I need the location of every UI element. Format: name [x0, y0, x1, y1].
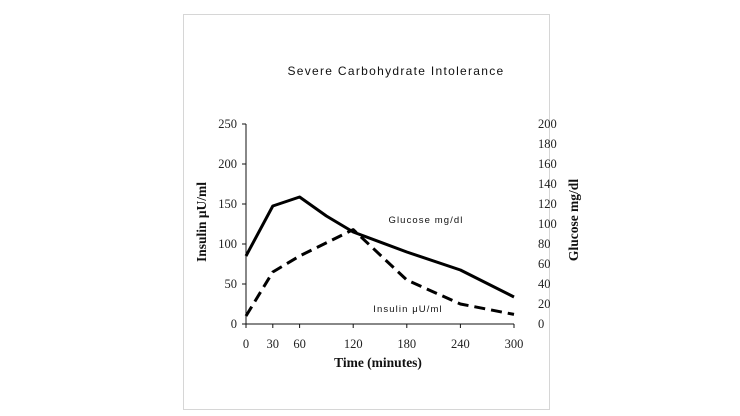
right-y-tick-label: 60	[538, 257, 551, 271]
x-tick-label: 120	[344, 337, 363, 351]
x-tick-label: 240	[451, 337, 470, 351]
left-y-tick-label: 0	[231, 317, 237, 331]
right-y-tick-label: 20	[538, 297, 551, 311]
x-tick-label: 60	[293, 337, 306, 351]
x-tick-label: 180	[397, 337, 416, 351]
right-y-tick-label: 80	[538, 237, 551, 251]
glucose-series-line	[244, 195, 515, 299]
left-y-tick-label: 200	[218, 157, 237, 171]
insulin-series-line	[244, 228, 515, 317]
left-y-tick-label: 50	[225, 277, 238, 291]
right-y-axis-ticks: 0 20 40 60 80 100 120 140 160 180 200	[538, 117, 557, 331]
right-y-tick-label: 200	[538, 117, 557, 131]
glucose-series-label: Glucose mg/dl	[388, 215, 463, 226]
x-axis-title: Time (minutes)	[334, 355, 422, 370]
left-y-tick-label: 100	[218, 237, 237, 251]
insulin-series-label: Insulin μU/ml	[373, 304, 442, 315]
right-y-axis-title: Glucose mg/dl	[566, 179, 581, 261]
right-y-tick-label: 40	[538, 277, 551, 291]
chart-frame	[183, 14, 550, 410]
right-y-tick-label: 100	[538, 217, 557, 231]
series-lines	[244, 195, 515, 317]
right-y-tick-label: 0	[538, 317, 544, 331]
left-y-tick-label: 250	[218, 117, 237, 131]
right-y-tick-label: 140	[538, 177, 557, 191]
right-y-tick-label: 120	[538, 197, 557, 211]
right-y-tick-label: 180	[538, 137, 557, 151]
x-tick-label: 0	[243, 337, 249, 351]
x-axis-ticks: 0 30 60 120 180 240 300	[243, 324, 524, 351]
chart-title: Severe Carbohydrate Intolerance	[287, 64, 504, 78]
axes	[245, 124, 514, 325]
x-tick-label: 30	[267, 337, 280, 351]
right-y-tick-label: 160	[538, 157, 557, 171]
left-y-axis-title: Insulin μU/ml	[194, 182, 209, 262]
x-tick-label: 300	[505, 337, 524, 351]
left-y-axis-ticks: 0 50 100 150 200 250	[218, 117, 246, 331]
left-y-tick-label: 150	[218, 197, 237, 211]
